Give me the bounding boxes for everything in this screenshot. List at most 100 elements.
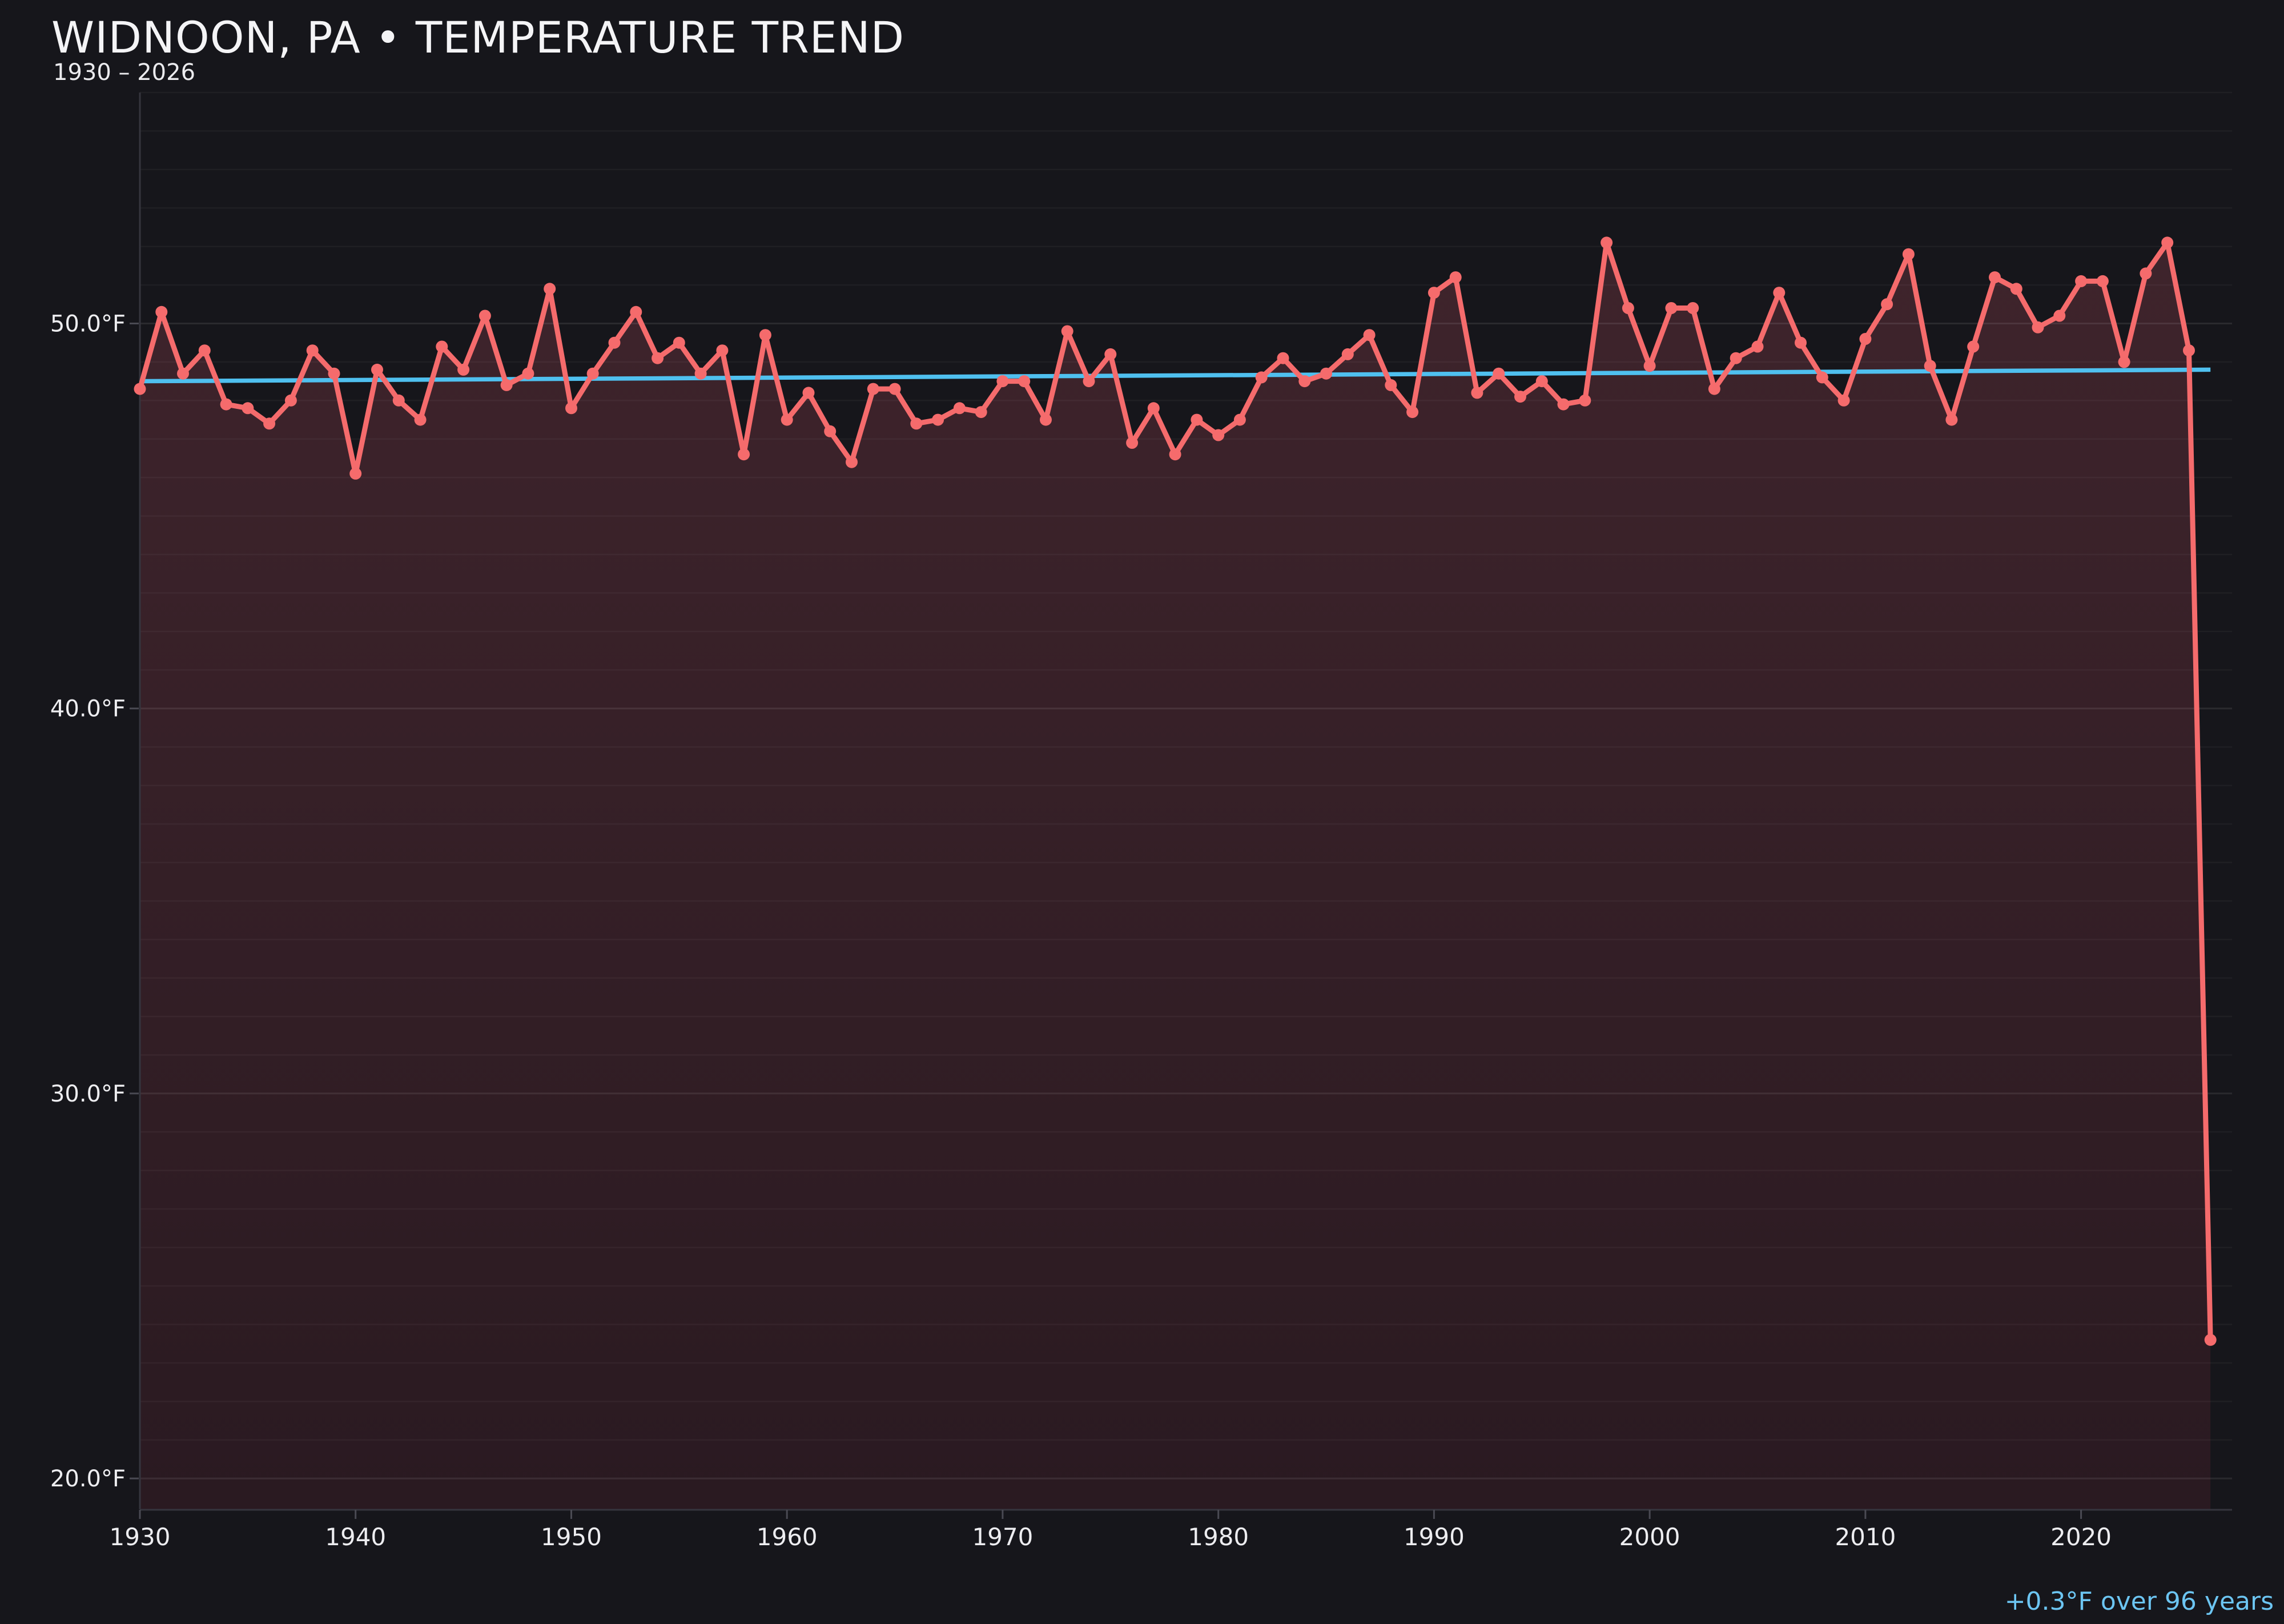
data-point: [1277, 352, 1289, 364]
data-point: [263, 417, 276, 430]
data-point: [2075, 275, 2088, 287]
data-point: [824, 425, 837, 437]
data-point: [1945, 413, 1958, 426]
data-point: [1601, 236, 1613, 249]
data-point: [1708, 383, 1720, 395]
data-point: [1493, 367, 1505, 380]
data-point: [500, 379, 513, 391]
x-tick-label: 1930: [110, 1523, 171, 1551]
data-point: [1902, 248, 1915, 260]
data-point: [1320, 367, 1332, 380]
data-point: [177, 367, 189, 380]
data-point: [371, 363, 383, 376]
data-point: [1363, 329, 1376, 341]
data-point: [2183, 344, 2195, 357]
data-point: [738, 448, 750, 461]
data-point: [1773, 287, 1786, 299]
data-point: [2118, 356, 2130, 368]
data-point: [2053, 309, 2066, 322]
data-point: [328, 367, 340, 380]
data-point: [2032, 321, 2044, 333]
data-point: [1643, 360, 1656, 372]
x-tick-label: 2010: [1835, 1523, 1896, 1551]
data-point: [1579, 394, 1591, 407]
data-point: [1816, 371, 1828, 384]
trend-annotation: +0.3°F over 96 years: [2004, 1587, 2274, 1616]
data-point: [1881, 298, 1893, 311]
data-point: [996, 375, 1009, 388]
data-point: [1535, 375, 1548, 388]
data-point: [220, 398, 232, 411]
data-point: [1924, 360, 1936, 372]
data-point: [975, 406, 987, 419]
trend-line: [139, 367, 2211, 384]
data-point: [1967, 340, 1980, 353]
x-tick-label: 1970: [972, 1523, 1033, 1551]
y-tick-label: 40.0°F: [50, 696, 126, 722]
y-tick-label: 30.0°F: [50, 1081, 126, 1107]
data-point: [1449, 271, 1462, 284]
data-point: [1427, 287, 1440, 299]
data-point: [1255, 371, 1268, 384]
data-point: [932, 413, 944, 426]
data-point: [694, 367, 707, 380]
data-point: [1169, 448, 1181, 461]
data-point: [134, 383, 146, 395]
data-point: [716, 344, 729, 357]
data-point: [1622, 302, 1634, 314]
data-point: [392, 394, 405, 407]
data-point: [781, 413, 793, 426]
data-point: [1298, 375, 1311, 388]
data-point: [953, 402, 966, 415]
data-point: [349, 467, 362, 480]
data-point: [608, 336, 621, 349]
data-point: [1104, 348, 1117, 360]
data-point: [478, 309, 491, 322]
data-point: [1191, 413, 1203, 426]
data-point: [436, 340, 448, 353]
data-point: [652, 352, 664, 364]
data-point: [867, 383, 879, 395]
x-tick-label: 1980: [1188, 1523, 1249, 1551]
data-point: [1471, 387, 1483, 399]
data-point: [1989, 271, 2001, 284]
data-point: [1557, 398, 1570, 411]
data-point: [565, 402, 577, 415]
data-point: [198, 344, 211, 357]
data-point: [1730, 352, 1742, 364]
x-tick-label: 1990: [1404, 1523, 1465, 1551]
y-tick-label: 20.0°F: [50, 1466, 126, 1492]
data-point: [1126, 437, 1139, 449]
y-tick-label: 50.0°F: [50, 311, 126, 337]
x-tick-label: 1960: [757, 1523, 818, 1551]
data-point: [284, 394, 297, 407]
data-point: [586, 367, 599, 380]
data-point: [802, 387, 815, 399]
data-point: [544, 283, 556, 295]
chart-title: WIDNOON, PA • TEMPERATURE TREND: [51, 12, 905, 63]
data-point: [910, 417, 923, 430]
data-point: [1233, 413, 1246, 426]
x-tick-label: 2020: [2050, 1523, 2112, 1551]
data-point: [846, 456, 858, 468]
data-point: [1837, 394, 1850, 407]
data-point: [1385, 379, 1397, 391]
data-point: [1751, 340, 1764, 353]
data-point: [2010, 283, 2022, 295]
data-point: [1083, 375, 1095, 388]
data-point: [630, 305, 642, 318]
data-point: [759, 329, 771, 341]
x-tick-label: 2000: [1619, 1523, 1680, 1551]
data-point: [1687, 302, 1699, 314]
data-point: [1795, 336, 1807, 349]
data-point: [1018, 375, 1031, 388]
data-point: [888, 383, 901, 395]
data-point: [1040, 413, 1052, 426]
data-point: [522, 367, 534, 380]
data-point: [2140, 267, 2152, 280]
data-point: [2204, 1333, 2217, 1346]
x-tick-label: 1950: [541, 1523, 602, 1551]
data-point: [673, 336, 685, 349]
